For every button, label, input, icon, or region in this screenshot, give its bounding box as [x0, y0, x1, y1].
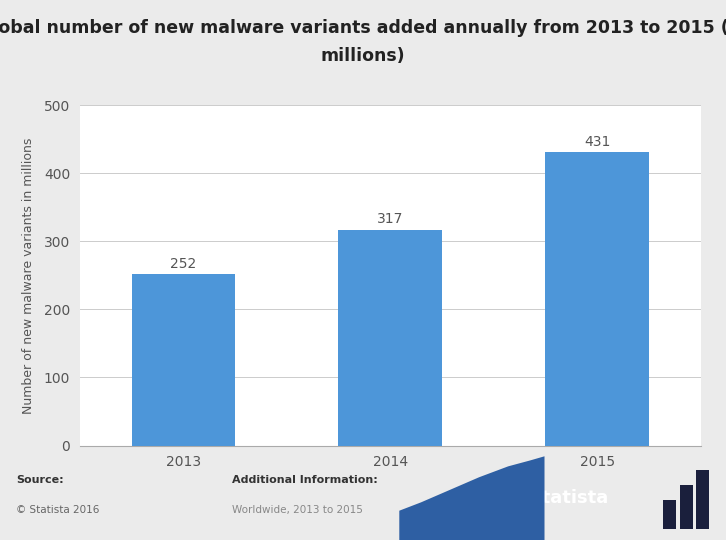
- Bar: [131, 274, 235, 446]
- Bar: [338, 230, 442, 446]
- Bar: [664, 500, 676, 529]
- Text: Global number of new malware variants added annually from 2013 to 2015 (in: Global number of new malware variants ad…: [0, 19, 726, 37]
- Text: © Statista 2016: © Statista 2016: [16, 505, 99, 515]
- Text: millions): millions): [321, 47, 405, 65]
- Text: Additional Information:: Additional Information:: [232, 475, 378, 485]
- Text: statista: statista: [531, 489, 609, 507]
- Text: 431: 431: [584, 135, 611, 149]
- Y-axis label: Number of new malware variants in millions: Number of new malware variants in millio…: [23, 137, 36, 414]
- Text: Source:: Source:: [16, 475, 64, 485]
- Polygon shape: [399, 456, 544, 540]
- Text: 252: 252: [170, 256, 197, 271]
- Bar: [696, 470, 709, 529]
- Text: 317: 317: [377, 212, 404, 226]
- Text: Worldwide, 2013 to 2015: Worldwide, 2013 to 2015: [232, 505, 363, 515]
- Bar: [680, 485, 693, 529]
- Bar: [545, 152, 649, 445]
